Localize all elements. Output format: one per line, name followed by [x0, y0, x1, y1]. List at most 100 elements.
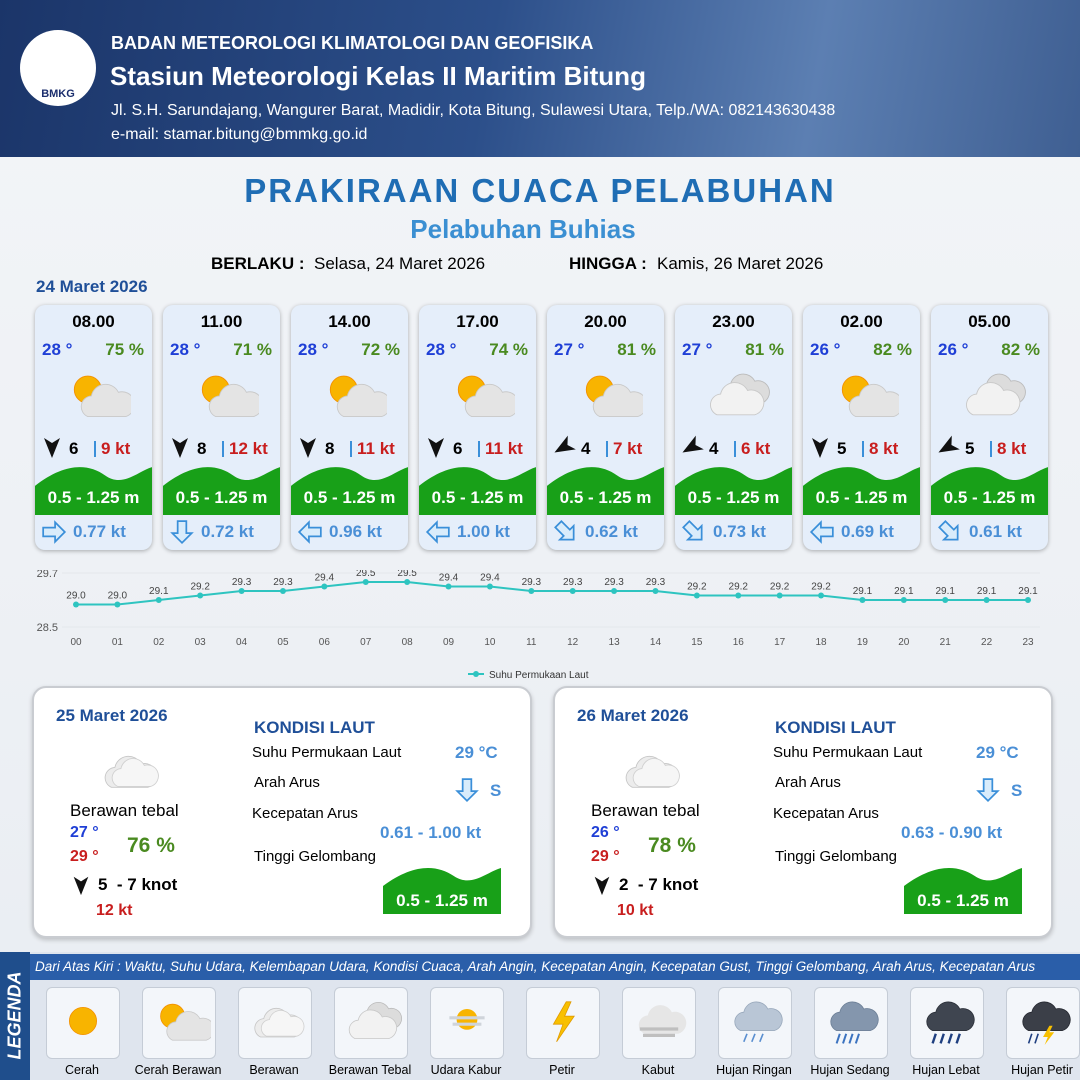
current-arrow	[170, 520, 194, 545]
arrow-part	[44, 438, 60, 458]
legend-item-label: Hujan Sedang	[810, 1063, 890, 1077]
air-temp: 28 °	[42, 340, 73, 359]
data-label: 29.1	[1018, 586, 1038, 597]
wind-arrow	[300, 438, 316, 458]
humidity: 71 %	[233, 340, 272, 359]
x-tick-label: 12	[567, 637, 579, 648]
point	[238, 588, 245, 594]
point	[486, 583, 493, 590]
humidity: 74 %	[489, 340, 528, 359]
point	[362, 579, 369, 585]
time: 20.00	[584, 312, 627, 331]
weather-icon	[966, 373, 1026, 416]
air-temp: 26 °	[810, 340, 841, 359]
weather-icon	[638, 1005, 687, 1037]
current-arrow	[682, 520, 703, 541]
icon-part	[931, 1033, 937, 1044]
data-label: 29.3	[646, 577, 666, 588]
arrow-part	[809, 520, 834, 544]
legend-item-box	[334, 987, 408, 1059]
wind-speed: 6	[453, 439, 463, 458]
current-speed: 0.62 kt	[585, 522, 638, 541]
sst: 29 °C	[976, 743, 1019, 762]
wind-speed: 4	[581, 439, 591, 458]
legend-item-box	[430, 987, 504, 1059]
current-speed: 0.73 kt	[713, 522, 766, 541]
x-tick-label: 03	[195, 637, 207, 648]
agency: BADAN METEOROLOGI KLIMATOLOGI DAN GEOFIS…	[111, 33, 594, 53]
x-tick-label: 16	[733, 637, 745, 648]
arrow-part	[682, 520, 703, 541]
gust: 8 kt	[997, 439, 1027, 458]
x-tick-label: 21	[940, 637, 952, 648]
icon-part	[842, 1033, 848, 1044]
weather-icon	[585, 375, 643, 418]
valid-to-label: HINGGA :	[569, 254, 647, 273]
point	[445, 583, 452, 590]
wave-shape	[163, 467, 280, 515]
y-tick-label: 28.5	[37, 622, 58, 634]
arrow-part	[42, 520, 67, 544]
legend-item-box	[910, 987, 984, 1059]
weather-icon	[625, 755, 680, 788]
separator	[222, 441, 224, 457]
icon-part	[966, 382, 1021, 416]
weather-icon	[160, 1003, 211, 1041]
data-label: 29.3	[604, 577, 624, 588]
point	[693, 592, 700, 599]
x-tick-label: 02	[153, 637, 165, 648]
icon-part	[931, 1033, 961, 1044]
x-tick-label: 04	[236, 637, 248, 648]
kondisi-label: KONDISI LAUT	[254, 718, 375, 737]
gust: 12 kt	[229, 439, 268, 458]
weather-icon	[552, 1001, 575, 1043]
legend-strip	[30, 954, 1080, 980]
wave-shape	[904, 867, 1022, 914]
wind-speed: 6	[69, 439, 79, 458]
current-speed: 0.72 kt	[201, 522, 254, 541]
current-arrow	[425, 520, 450, 544]
separator	[478, 441, 480, 457]
x-tick-label: 19	[857, 637, 869, 648]
x-tick-label: 20	[898, 637, 910, 648]
wave-height: 0.5 - 1.25 m	[815, 488, 908, 507]
legend-item-label: Berawan Tebal	[328, 1063, 412, 1077]
weather-icon	[457, 375, 515, 418]
current-speed: 0.69 kt	[841, 522, 894, 541]
sst-label: Suhu Permukaan Laut	[773, 744, 923, 761]
point	[569, 588, 576, 594]
x-tick-label: 01	[112, 637, 124, 648]
wave-fill	[547, 467, 664, 515]
separator	[862, 441, 864, 457]
point	[528, 588, 535, 594]
legend-item-label: Hujan Lebat	[912, 1063, 980, 1077]
arrow-part	[170, 520, 194, 545]
arrow-part	[682, 435, 704, 453]
address: Jl. S.H. Sarundajang, Wangurer Barat, Ma…	[111, 102, 836, 119]
temp-max: 29 °	[70, 848, 99, 865]
current-dir-arrow	[455, 778, 479, 803]
arrow-part	[554, 520, 575, 541]
data-label: 29.2	[687, 582, 707, 593]
weather-icon	[841, 375, 899, 418]
wave-height: 0.5 - 1.25 m	[175, 488, 268, 507]
legend-item-box	[142, 987, 216, 1059]
weather-icon	[830, 1001, 879, 1044]
logo	[20, 30, 96, 106]
wave-fill	[383, 867, 501, 914]
data-label: 29.2	[190, 582, 210, 593]
wave-height: 0.5 - 1.25 m	[687, 488, 780, 507]
icon-part	[260, 1009, 305, 1037]
arrow-part	[170, 520, 194, 545]
legend-title: LEGENDA	[4, 971, 25, 1060]
gust: 6 kt	[741, 439, 771, 458]
icon-part	[1043, 1025, 1055, 1045]
current-speed-label: Kecepatan Arus	[252, 805, 358, 822]
x-tick-label: 09	[443, 637, 455, 648]
current-speed: 0.61 - 1.00 kt	[380, 823, 482, 842]
wind-arrow	[938, 435, 960, 453]
arrow-part	[455, 778, 479, 803]
weather-icon	[254, 1007, 305, 1038]
arrow-part	[809, 520, 834, 544]
arrow-part	[554, 520, 575, 541]
